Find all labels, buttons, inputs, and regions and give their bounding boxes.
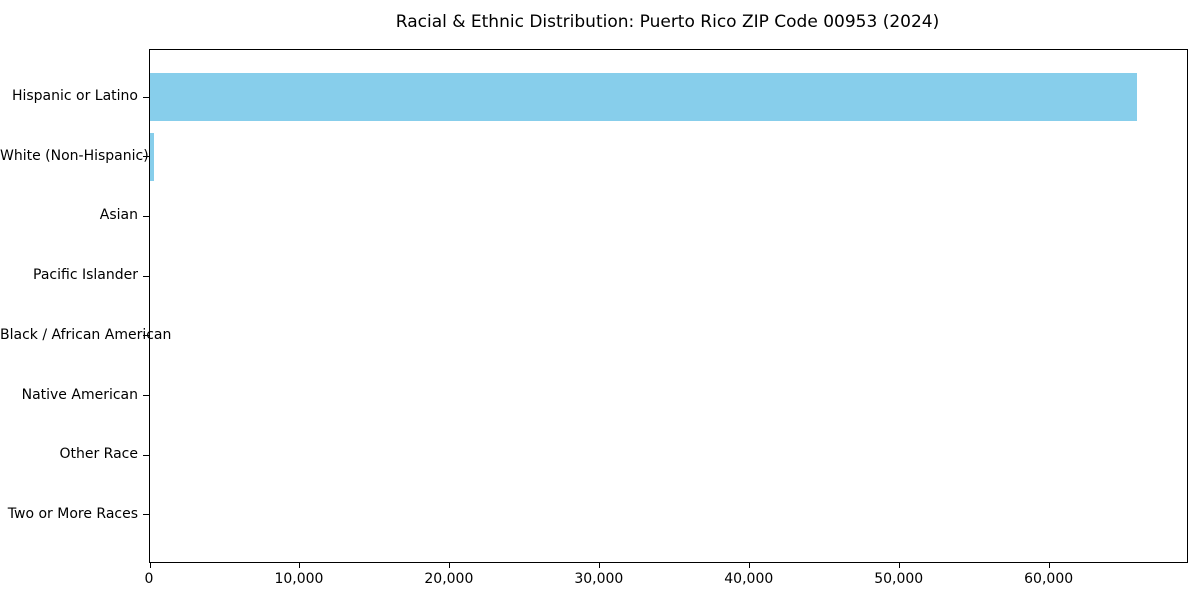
x-axis-tick-mark — [149, 562, 151, 568]
y-axis-tick-label: Two or More Races — [7, 505, 138, 522]
x-axis-tick-mark — [749, 562, 751, 568]
y-axis-tick-label: White (Non-Hispanic) — [0, 147, 149, 164]
x-axis-tick-label: 60,000 — [1024, 571, 1074, 587]
y-axis-tick-mark — [143, 514, 149, 516]
plot-area — [143, 49, 1188, 568]
y-axis-tick-mark — [143, 215, 149, 217]
x-axis-tick-label: 0 — [144, 571, 154, 587]
y-axis-tick-mark — [143, 454, 149, 456]
x-axis-tick-mark — [299, 562, 301, 568]
y-axis-tick-mark — [143, 275, 149, 277]
x-axis-tick-label: 40,000 — [724, 571, 774, 587]
x-axis-tick-label: 20,000 — [424, 571, 474, 587]
chart-title: Racial & Ethnic Distribution: Puerto Ric… — [395, 12, 940, 32]
x-axis-tick-mark — [899, 562, 901, 568]
x-axis-tick-mark — [1049, 562, 1051, 568]
y-axis-tick-mark — [143, 156, 149, 158]
y-axis-tick-label: Native American — [21, 386, 138, 403]
y-axis-tick-label: Other Race — [59, 446, 138, 463]
y-axis-tick-mark — [143, 335, 149, 337]
x-axis-tick-mark — [449, 562, 451, 568]
y-axis-tick-mark — [143, 395, 149, 396]
y-axis-tick-label: Asian — [99, 207, 138, 224]
x-axis-tick-label: 50,000 — [874, 571, 924, 587]
x-axis-tick-label: 30,000 — [574, 571, 624, 587]
x-axis-tick-label: 10,000 — [274, 571, 324, 587]
bar — [150, 73, 1138, 121]
y-axis-tick-label: Black / African American — [0, 326, 172, 343]
bar — [150, 132, 155, 181]
x-axis-tick-mark — [599, 562, 601, 568]
y-axis-tick-label: Pacific Islander — [33, 267, 138, 284]
y-axis-tick-mark — [143, 96, 149, 98]
y-axis-tick-label: Hispanic or Latino — [11, 88, 138, 105]
